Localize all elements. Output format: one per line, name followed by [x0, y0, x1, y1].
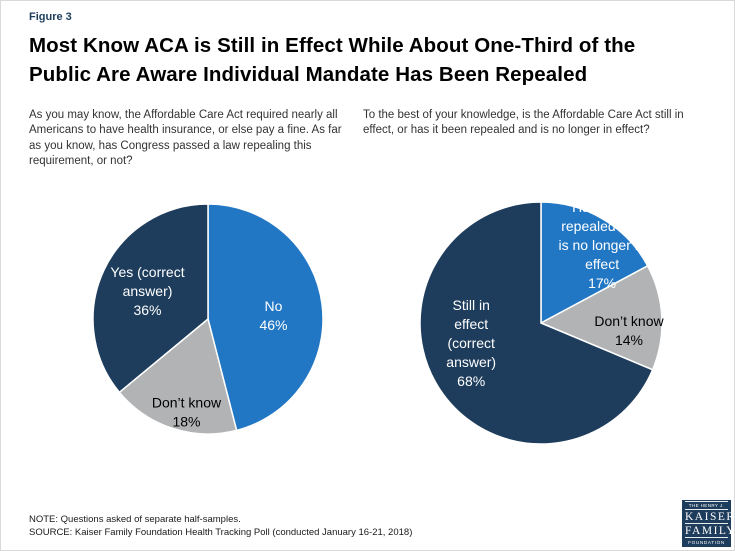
- pie-label-yes-correct-answer: Yes (correct answer) 36%: [110, 264, 184, 318]
- pie-slice-dont-know: [539, 264, 663, 371]
- kff-logo-kaiser: KAISER: [685, 510, 735, 525]
- kff-logo-family: FAMILY: [685, 524, 735, 539]
- questions-row: As you may know, the Affordable Care Act…: [29, 108, 724, 170]
- pie-slice-still-in-effect-correct-answer: [419, 201, 654, 445]
- kff-logo-foundation: FOUNDATION: [688, 539, 725, 545]
- figure-label: Figure 3: [29, 11, 72, 23]
- question-left: As you may know, the Affordable Care Act…: [29, 109, 342, 168]
- source-line: SOURCE: Kaiser Family Foundation Health …: [29, 526, 413, 538]
- pie-chart-left: No 46% Don’t know 18% Yes (correct answer) 36%: [92, 203, 324, 435]
- note-line: NOTE: Questions asked of separate half-s…: [29, 514, 241, 525]
- pie-chart-right: Has been repealed and is no longer in effec…: [419, 199, 665, 445]
- kff-logo-henry-j: THE HENRY J.: [685, 501, 728, 511]
- pie-slice-repealed-no-longer-in-effect: [540, 201, 649, 325]
- question-right: To the best of your knowledge, is the Af…: [363, 109, 684, 137]
- kff-logo: THE HENRY J. KAISER FAMILY FOUNDATION: [682, 500, 735, 547]
- footnote: NOTE: Questions asked of separate half-s…: [29, 514, 412, 539]
- figure-title: Most Know ACA is Still in Effect While A…: [29, 31, 726, 90]
- pie-label-still-in-effect-correct-answer: Still in effect (correct answer) 68%: [446, 297, 496, 389]
- pie-label-dont-know: Don’t know 14%: [594, 313, 664, 348]
- pie-slice-dont-know: [118, 317, 238, 435]
- figure-title-line1: Most Know ACA is Still in Effect While A…: [29, 34, 636, 57]
- pie-label-dont-know: Don’t know 18%: [152, 395, 222, 430]
- pie-slice-no: [207, 203, 324, 432]
- pie-slice-yes-correct-answer: [92, 203, 209, 394]
- figure-title-line2: Public Are Aware Individual Mandate Has …: [29, 63, 588, 87]
- pie-label-no: No 46%: [259, 298, 287, 333]
- pie-label-repealed-no-longer-in-effect: Has been repealed and is no longer in effec…: [559, 199, 646, 291]
